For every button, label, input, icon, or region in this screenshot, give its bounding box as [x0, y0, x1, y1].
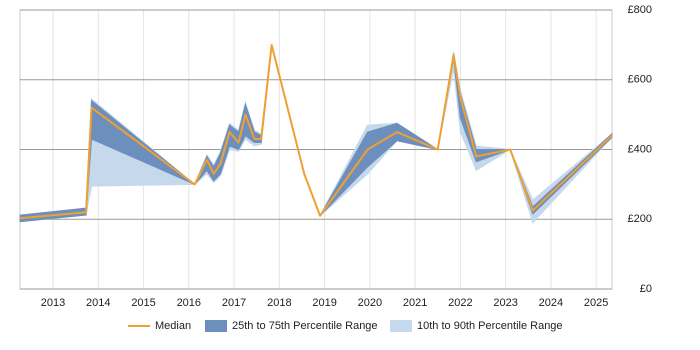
legend-swatch [205, 320, 227, 332]
x-tick-label: 2025 [584, 297, 608, 309]
x-tick-label: 2019 [312, 297, 336, 309]
legend-swatch [390, 320, 412, 332]
legend-label: 10th to 90th Percentile Range [417, 320, 563, 332]
x-tick-label: 2021 [403, 297, 427, 309]
x-tick-label: 2016 [177, 297, 201, 309]
y-tick-label: £600 [628, 74, 652, 86]
y-tick-label: £200 [628, 213, 652, 225]
x-tick-label: 2017 [222, 297, 246, 309]
x-tick-label: 2013 [41, 297, 65, 309]
x-tick-label: 2024 [539, 297, 563, 309]
y-tick-label: £800 [628, 4, 652, 16]
legend-label: 25th to 75th Percentile Range [232, 320, 378, 332]
x-tick-label: 2023 [493, 297, 517, 309]
y-tick-label: £400 [628, 143, 652, 155]
x-tick-label: 2022 [448, 297, 472, 309]
x-tick-label: 2018 [267, 297, 291, 309]
x-tick-label: 2014 [86, 297, 110, 309]
x-tick-label: 2020 [358, 297, 382, 309]
x-tick-label: 2015 [131, 297, 155, 309]
median-line [19, 43, 613, 220]
legend-label: Median [155, 320, 191, 332]
y-tick-label: £0 [640, 283, 652, 295]
percentile-band [19, 44, 613, 223]
